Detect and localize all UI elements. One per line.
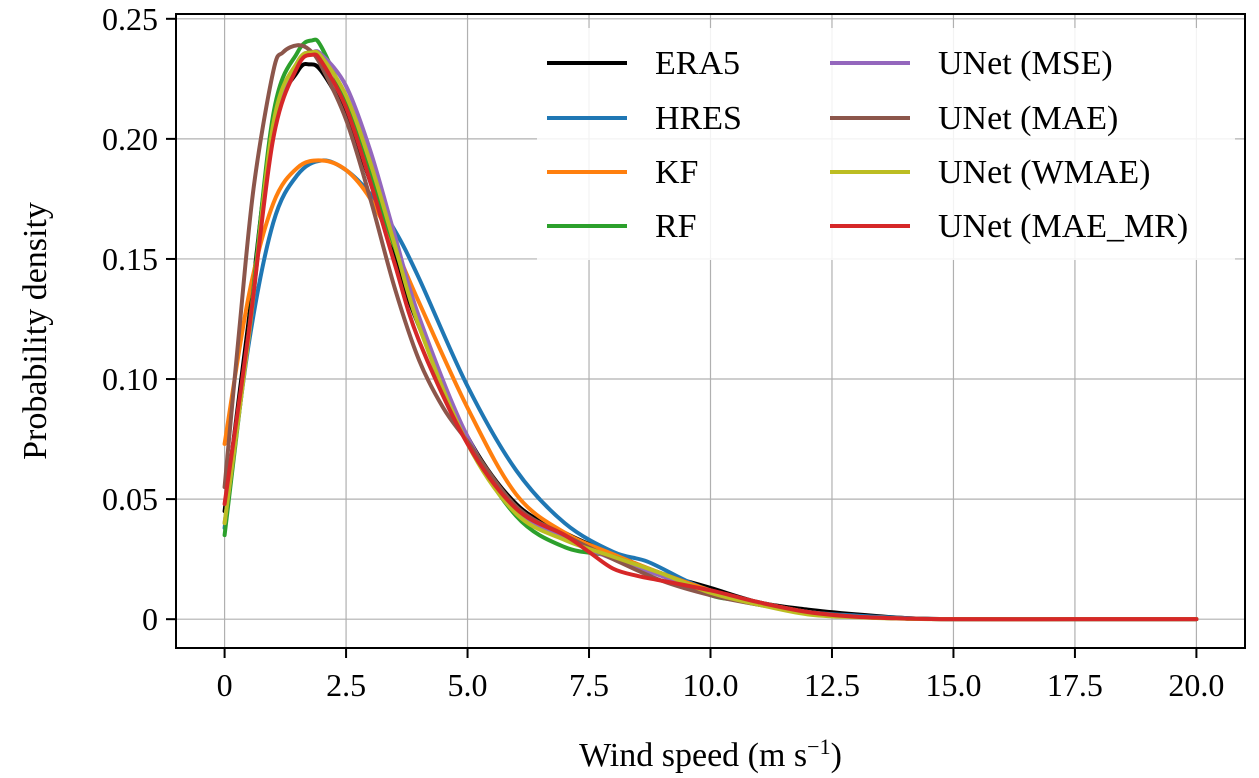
- y-tick-label: 0: [142, 601, 158, 637]
- legend-label: UNet (MAE): [938, 100, 1118, 137]
- x-axis-ticks: 0 2.5 5.0 7.5 10.0 12.5 15.0 17.5 20.0: [217, 648, 1224, 703]
- legend-label: KF: [655, 154, 698, 191]
- x-tick-label: 5.0: [448, 667, 488, 703]
- y-axis-label: Probability density: [17, 202, 54, 460]
- x-axis-label-sup: −1: [807, 734, 830, 759]
- y-tick-label: 0.20: [102, 121, 158, 157]
- x-tick-label: 15.0: [925, 667, 981, 703]
- legend-label: HRES: [655, 100, 742, 137]
- x-tick-label: 20.0: [1168, 667, 1224, 703]
- y-tick-label: 0.25: [102, 1, 158, 37]
- legend: ERA5 HRES KF RF UNet (MSE) UNet (MAE) UNet (WM…: [537, 28, 1235, 260]
- legend-box: [537, 28, 1235, 260]
- series-line-unet-mae-mr: [222, 52, 1199, 622]
- x-axis-label: Wind speed (m s−1): [579, 734, 842, 774]
- legend-label: RF: [655, 208, 697, 245]
- x-tick-label: 2.5: [326, 667, 366, 703]
- x-tick-label: 7.5: [569, 667, 609, 703]
- legend-label: ERA5: [655, 45, 740, 82]
- x-tick-label: 17.5: [1047, 667, 1103, 703]
- legend-label: UNet (MAE_MR): [938, 208, 1188, 245]
- x-tick-label: 12.5: [804, 667, 860, 703]
- y-axis-ticks: 0 0.05 0.10 0.15 0.20 0.25: [102, 1, 176, 637]
- legend-label: UNet (WMAE): [938, 154, 1150, 191]
- x-axis-label-main: Wind speed (m s: [579, 737, 807, 774]
- y-tick-label: 0.05: [102, 481, 158, 517]
- series-lines: [222, 37, 1199, 622]
- x-axis-label-end: ): [831, 737, 842, 774]
- x-tick-label: 0: [217, 667, 233, 703]
- x-tick-label: 10.0: [683, 667, 739, 703]
- legend-label: UNet (MSE): [938, 45, 1113, 82]
- y-tick-label: 0.10: [102, 361, 158, 397]
- y-tick-label: 0.15: [102, 241, 158, 277]
